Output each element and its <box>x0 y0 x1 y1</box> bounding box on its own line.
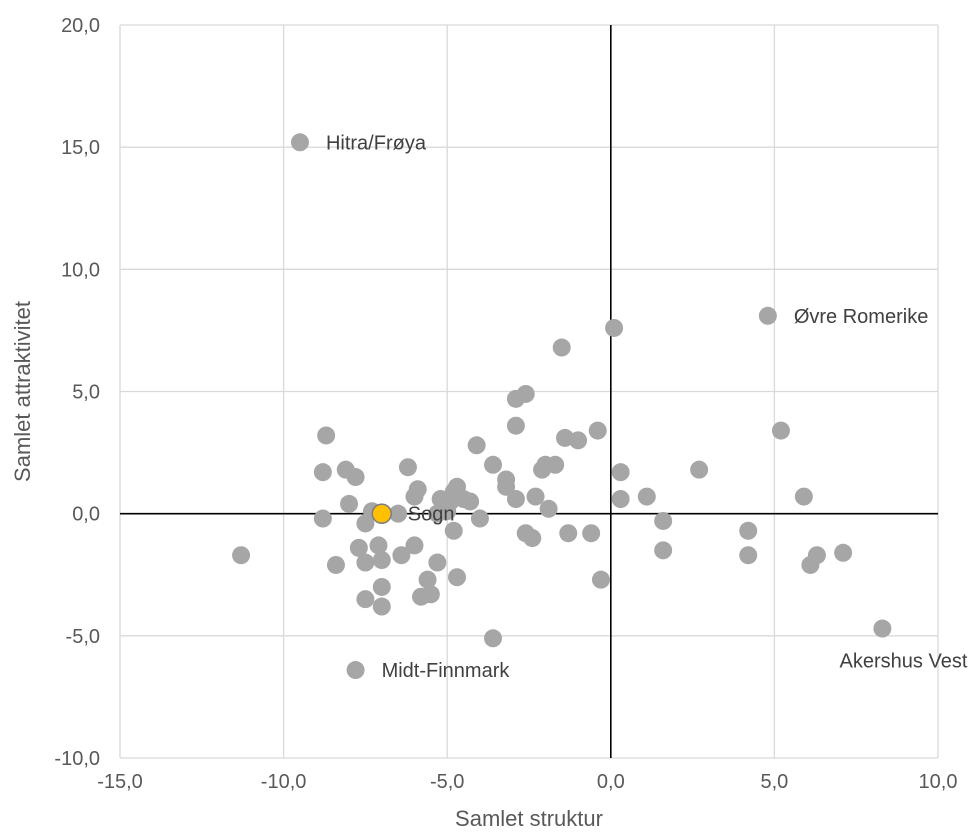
data-point <box>834 543 853 562</box>
data-point <box>461 492 480 511</box>
point-label: Sogn <box>408 504 455 526</box>
data-point <box>372 551 391 570</box>
data-point <box>356 553 375 572</box>
data-point <box>340 494 359 513</box>
y-tick-label: 15,0 <box>61 137 100 159</box>
data-point <box>739 546 758 565</box>
data-point <box>372 577 391 596</box>
x-tick-label: 5,0 <box>760 771 788 793</box>
data-point <box>484 455 503 474</box>
data-point <box>654 541 673 560</box>
data-point <box>408 480 427 499</box>
data-point <box>546 455 565 474</box>
data-point <box>467 436 486 455</box>
data-point <box>497 477 516 496</box>
data-point <box>356 590 375 609</box>
data-point <box>444 521 463 540</box>
data-point <box>484 629 503 648</box>
y-tick-label: 0,0 <box>72 504 100 526</box>
labeled-point <box>758 306 777 325</box>
data-point <box>428 553 447 572</box>
x-tick-label: -10,0 <box>261 771 307 793</box>
axis-lines <box>120 25 938 758</box>
data-point <box>405 536 424 555</box>
data-point <box>582 524 601 543</box>
point-label: Hitra/Frøya <box>326 132 427 154</box>
data-point <box>588 421 607 440</box>
data-point <box>591 570 610 589</box>
data-point <box>605 318 624 337</box>
y-tick-label: -10,0 <box>54 748 100 770</box>
data-point <box>794 487 813 506</box>
point-label: Midt-Finnmark <box>382 660 511 682</box>
y-axis-title: Samlet attraktivitet <box>10 301 35 482</box>
y-tick-label: 5,0 <box>72 382 100 404</box>
data-point <box>313 463 332 482</box>
labeled-point <box>290 133 309 152</box>
data-point <box>690 460 709 479</box>
labeled-point <box>873 619 892 638</box>
data-point <box>611 463 630 482</box>
x-tick-labels: -15,0 -10,0 -5,0 0,0 5,0 10,0 <box>97 771 957 793</box>
y-tick-label: 10,0 <box>61 259 100 281</box>
grid-lines <box>119 24 939 759</box>
x-axis-title: Samlet struktur <box>455 806 603 831</box>
highlighted-point <box>371 503 393 524</box>
data-point <box>346 468 365 487</box>
x-tick-label: 10,0 <box>919 771 958 793</box>
x-tick-label: 0,0 <box>597 771 625 793</box>
labeled-point <box>346 661 365 680</box>
data-point <box>771 421 790 440</box>
data-point <box>349 538 368 557</box>
data-point <box>418 570 437 589</box>
data-point <box>506 416 525 435</box>
data-point <box>807 546 826 565</box>
data-point <box>421 585 440 604</box>
y-tick-label: -5,0 <box>66 626 100 648</box>
point-label: Akershus Vest <box>840 651 968 673</box>
data-point <box>559 524 578 543</box>
data-point <box>470 509 489 528</box>
data-point <box>506 490 525 509</box>
y-tick-label: 20,0 <box>61 15 100 37</box>
data-points <box>232 133 892 680</box>
x-tick-label: -5,0 <box>430 771 464 793</box>
data-point <box>317 426 336 445</box>
data-point <box>611 490 630 509</box>
x-tick-label: -15,0 <box>97 771 143 793</box>
y-tick-labels: -10,0 -5,0 0,0 5,0 10,0 15,0 20,0 <box>54 15 100 770</box>
data-point <box>654 511 673 530</box>
point-label: Øvre Romerike <box>794 306 928 328</box>
data-point <box>389 504 408 523</box>
data-point <box>637 487 656 506</box>
data-point <box>448 568 467 587</box>
data-point <box>369 536 388 555</box>
data-point <box>539 499 558 518</box>
data-point <box>552 338 571 357</box>
data-point <box>313 509 332 528</box>
data-point <box>232 546 251 565</box>
data-point <box>526 487 545 506</box>
data-point <box>326 555 345 574</box>
point-labels: Hitra/Frøya Øvre Romerike Sogn Midt-Finnmar… <box>326 132 968 682</box>
data-point <box>739 521 758 540</box>
data-point <box>398 458 417 477</box>
data-point <box>523 529 542 548</box>
data-point <box>516 384 535 403</box>
data-point <box>392 546 411 565</box>
data-point <box>372 597 391 616</box>
data-point <box>569 431 588 450</box>
